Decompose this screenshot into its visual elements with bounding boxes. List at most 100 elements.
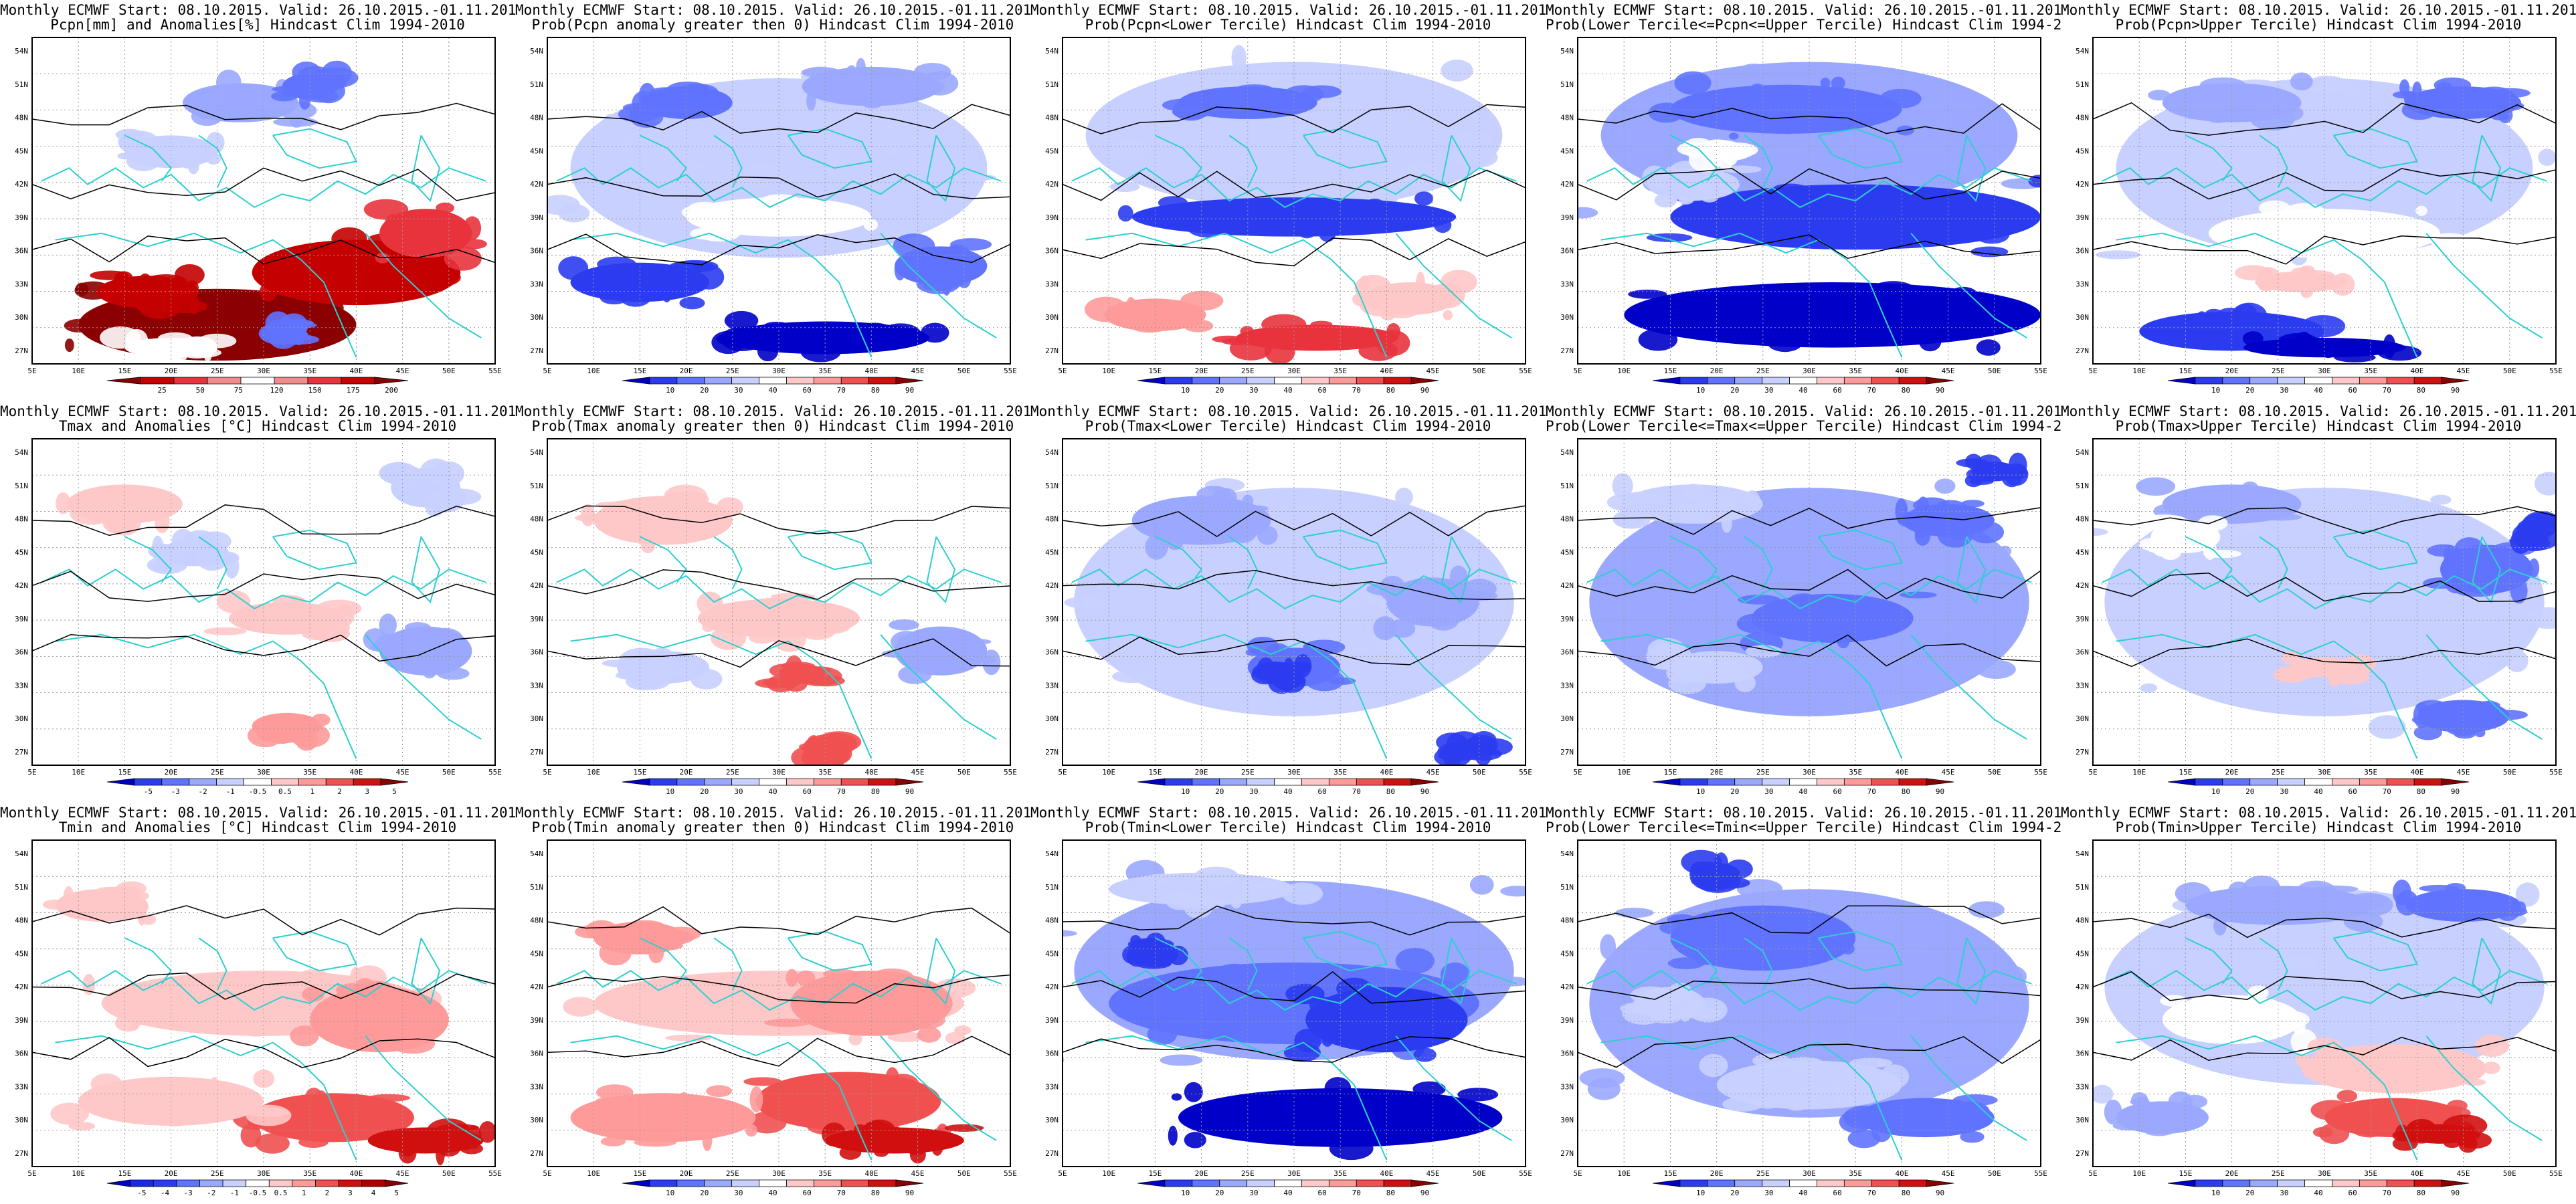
- field-speckle: [1227, 522, 1257, 544]
- lon-label: 50E: [957, 1169, 971, 1178]
- field-speckle: [1831, 76, 1845, 90]
- colorbar-label: 5: [394, 1189, 399, 1197]
- field-speckle: [1744, 490, 1760, 510]
- lon-label: 20E: [1710, 1169, 1724, 1178]
- lat-label: 45N: [1045, 548, 1059, 557]
- field-speckle: [749, 1086, 763, 1113]
- panel-tmax-prob-upper: Monthly ECMWF Start: 08.10.2015. Valid: …: [2061, 401, 2576, 803]
- colorbar-swatch: [216, 778, 244, 786]
- lat-label: 54N: [15, 47, 28, 56]
- field-speckle: [1125, 296, 1137, 321]
- field-speckle: [462, 239, 487, 249]
- colorbar-label: 70: [2383, 787, 2391, 796]
- lat-label: 27N: [1045, 748, 1059, 757]
- field-speckle: [957, 271, 972, 288]
- lon-label: 30E: [772, 367, 786, 375]
- lon-label: 15E: [1663, 1169, 1677, 1178]
- lat-label: 33N: [1045, 681, 1059, 690]
- lon-label: 10E: [1617, 1169, 1631, 1178]
- field-speckle: [2201, 249, 2231, 269]
- field-region: [1670, 184, 2041, 250]
- field-speckle: [1160, 307, 1181, 319]
- field-speckle: [2337, 197, 2358, 207]
- field-speckle: [1382, 297, 1421, 318]
- lat-label: 27N: [2076, 346, 2089, 355]
- coastline: [365, 233, 482, 338]
- coastline: [411, 134, 441, 202]
- field-speckle: [749, 632, 775, 644]
- contour: [32, 571, 495, 602]
- lat-label: 54N: [2076, 47, 2089, 56]
- panel-title: Monthly ECMWF Start: 08.10.2015. Valid: …: [1546, 403, 2061, 419]
- lat-label: 51N: [1560, 482, 1574, 490]
- field-speckle: [1734, 674, 1756, 692]
- field-speckle: [114, 271, 134, 287]
- field-speckle: [724, 310, 759, 330]
- field-speckle: [2379, 1116, 2401, 1124]
- lon-label: 30E: [257, 768, 270, 777]
- shaded-field: [559, 484, 1010, 765]
- field-speckle: [771, 203, 799, 226]
- lat-label: 39N: [1560, 1016, 1574, 1025]
- lon-label: 25E: [726, 367, 739, 375]
- lon-label: 15E: [1148, 768, 1162, 777]
- field-speckle: [1453, 146, 1498, 169]
- lat-label: 45N: [15, 146, 28, 155]
- lat-label: 54N: [2076, 849, 2089, 858]
- lat-label: 51N: [1045, 482, 1059, 490]
- gridlines: [1578, 840, 2041, 1167]
- field-speckle: [547, 195, 581, 215]
- field-speckle: [2199, 77, 2246, 93]
- colorbar-swatch: [2386, 778, 2415, 786]
- field-speckle: [269, 318, 314, 328]
- field-speckle: [2474, 728, 2486, 738]
- lon-label: 55E: [488, 768, 502, 777]
- colorbar-swatch: [1164, 1179, 1193, 1187]
- colorbar-swatch: [361, 1179, 385, 1187]
- lat-label: 42N: [1045, 581, 1059, 590]
- contour: [1578, 1035, 2041, 1068]
- colorbar-swatch: [895, 778, 924, 786]
- panel-title: Monthly ECMWF Start: 08.10.2015. Valid: …: [1030, 403, 1546, 419]
- coastline: [926, 937, 956, 1005]
- field-speckle: [2388, 1080, 2431, 1094]
- lat-label: 42N: [2076, 983, 2089, 991]
- field-speckle: [2392, 879, 2411, 906]
- colorbar-swatch: [2304, 377, 2332, 385]
- field-speckle: [634, 1138, 676, 1147]
- lat-label: 36N: [1560, 247, 1574, 256]
- colorbar-swatch: [161, 778, 190, 786]
- field-speckle: [139, 273, 152, 288]
- lat-label: 33N: [15, 1082, 28, 1091]
- field-speckle: [399, 653, 425, 668]
- field-speckle: [1221, 263, 1236, 289]
- lat-label: 42N: [2076, 180, 2089, 189]
- field-speckle: [1968, 520, 2005, 544]
- field-speckle: [398, 1130, 418, 1157]
- field-speckle: [1579, 1068, 1625, 1088]
- field-speckle: [312, 67, 359, 88]
- colorbar-swatch: [1789, 377, 1817, 385]
- panel-pcpn-prob-upper: Monthly ECMWF Start: 08.10.2015. Valid: …: [2061, 0, 2576, 401]
- colorbar-label: 40: [768, 787, 777, 796]
- field-region: [1074, 488, 1514, 716]
- field-speckle: [870, 968, 913, 985]
- contour: [547, 104, 1010, 134]
- contour: [2093, 102, 2556, 136]
- coastlines: [1063, 905, 1526, 1161]
- field-speckle: [1849, 614, 1869, 627]
- field-speckle: [2274, 669, 2308, 683]
- colorbar-label: 80: [1386, 787, 1395, 796]
- lon-label: 20E: [1195, 367, 1208, 375]
- field-speckle: [856, 58, 866, 79]
- colorbar-label: 70: [1352, 386, 1361, 395]
- field-speckle: [1969, 478, 1994, 485]
- lat-label: 48N: [2076, 515, 2089, 524]
- gridlines: [1578, 37, 2041, 364]
- field-speckle: [1120, 983, 1151, 1009]
- lat-label: 42N: [15, 180, 28, 189]
- colorbar-label: 60: [1318, 787, 1327, 796]
- field-speckle: [873, 1146, 889, 1157]
- lon-label: 10E: [72, 768, 85, 777]
- coastline: [55, 1035, 357, 1161]
